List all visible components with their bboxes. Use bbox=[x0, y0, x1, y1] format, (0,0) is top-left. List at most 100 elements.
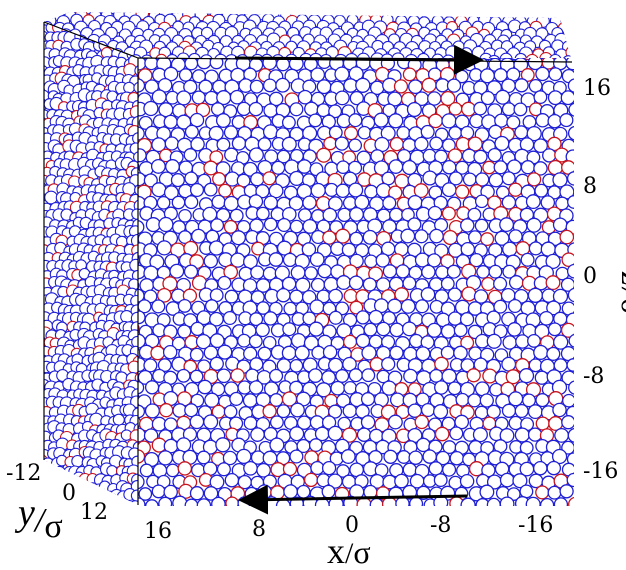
particle bbox=[566, 12, 572, 22]
particle bbox=[314, 497, 330, 506]
particle bbox=[230, 368, 245, 383]
x-axis-label: x/σ bbox=[327, 531, 371, 570]
particle bbox=[44, 463, 52, 476]
particle bbox=[474, 194, 489, 209]
particle bbox=[301, 242, 317, 257]
particle bbox=[275, 498, 291, 506]
particle bbox=[237, 12, 251, 16]
particle bbox=[383, 12, 396, 16]
particle bbox=[224, 147, 239, 163]
particle bbox=[447, 381, 462, 396]
particle bbox=[276, 404, 291, 419]
particle bbox=[328, 288, 343, 304]
particle bbox=[321, 484, 336, 499]
z-axis-label-main: z bbox=[614, 271, 626, 286]
particle bbox=[547, 485, 562, 500]
particle bbox=[535, 416, 550, 431]
particle bbox=[381, 496, 398, 506]
particle bbox=[448, 126, 463, 140]
particle bbox=[527, 287, 544, 303]
particle bbox=[525, 194, 541, 210]
z-tick-label: -16 bbox=[583, 459, 618, 484]
particle bbox=[542, 148, 557, 163]
particle bbox=[486, 404, 501, 419]
particle bbox=[394, 287, 410, 302]
particle bbox=[231, 136, 247, 151]
particle bbox=[431, 12, 444, 14]
particle bbox=[473, 289, 489, 304]
particle bbox=[248, 101, 264, 117]
particle bbox=[559, 113, 574, 128]
particle bbox=[210, 218, 225, 233]
x-axis-ticks: 16 8 0 -8 -16 bbox=[144, 513, 553, 544]
particle bbox=[44, 277, 46, 290]
particle bbox=[414, 414, 430, 430]
particle bbox=[304, 266, 318, 280]
particle bbox=[357, 125, 372, 140]
particle bbox=[535, 485, 550, 500]
particle bbox=[552, 217, 568, 233]
x-axis-label-main: x bbox=[327, 531, 345, 570]
particle bbox=[323, 136, 337, 151]
particle bbox=[460, 335, 475, 350]
particle bbox=[560, 322, 574, 338]
particle bbox=[44, 174, 45, 187]
particle bbox=[282, 252, 298, 268]
particle bbox=[440, 276, 455, 291]
particle bbox=[526, 217, 542, 233]
particle bbox=[406, 101, 422, 118]
particle bbox=[513, 102, 528, 117]
x-tick-label: -8 bbox=[430, 513, 451, 538]
particle bbox=[442, 462, 457, 477]
particle bbox=[561, 440, 574, 455]
particle bbox=[382, 264, 398, 279]
z-axis-label: z/σ bbox=[614, 271, 626, 315]
particle bbox=[356, 150, 372, 166]
particle bbox=[44, 13, 45, 27]
particle bbox=[499, 428, 515, 443]
particle bbox=[32, 414, 44, 426]
particle bbox=[198, 79, 213, 94]
particle bbox=[290, 332, 307, 349]
particle bbox=[196, 450, 211, 465]
particle bbox=[256, 206, 270, 221]
particle bbox=[164, 136, 179, 151]
particle bbox=[343, 334, 358, 349]
particle bbox=[151, 299, 166, 314]
particle bbox=[250, 265, 265, 280]
particle bbox=[263, 311, 278, 326]
particle bbox=[75, 480, 90, 495]
particle bbox=[45, 479, 60, 493]
particle bbox=[218, 183, 233, 198]
particle bbox=[203, 414, 219, 430]
particle bbox=[200, 26, 214, 40]
particle bbox=[567, 287, 574, 303]
particle bbox=[381, 356, 396, 372]
particle bbox=[330, 380, 346, 396]
particle bbox=[308, 368, 323, 383]
particle bbox=[44, 12, 45, 14]
particle bbox=[551, 448, 568, 465]
particle bbox=[514, 125, 529, 140]
particle bbox=[223, 264, 239, 280]
particle bbox=[389, 207, 404, 222]
particle bbox=[540, 195, 556, 210]
particle bbox=[242, 393, 258, 408]
particle bbox=[533, 460, 548, 476]
particle bbox=[467, 12, 481, 16]
particle bbox=[216, 137, 231, 152]
particle bbox=[184, 403, 199, 418]
particle bbox=[454, 12, 467, 15]
box-front-face bbox=[138, 58, 574, 506]
particle bbox=[44, 56, 46, 70]
particle bbox=[151, 484, 166, 499]
particle bbox=[387, 298, 403, 314]
particle bbox=[361, 368, 376, 383]
particle bbox=[262, 404, 277, 419]
particle bbox=[567, 427, 574, 443]
particle bbox=[138, 126, 145, 141]
particle bbox=[467, 136, 483, 152]
particle bbox=[415, 299, 430, 314]
particle bbox=[281, 345, 297, 361]
particle bbox=[396, 450, 411, 464]
